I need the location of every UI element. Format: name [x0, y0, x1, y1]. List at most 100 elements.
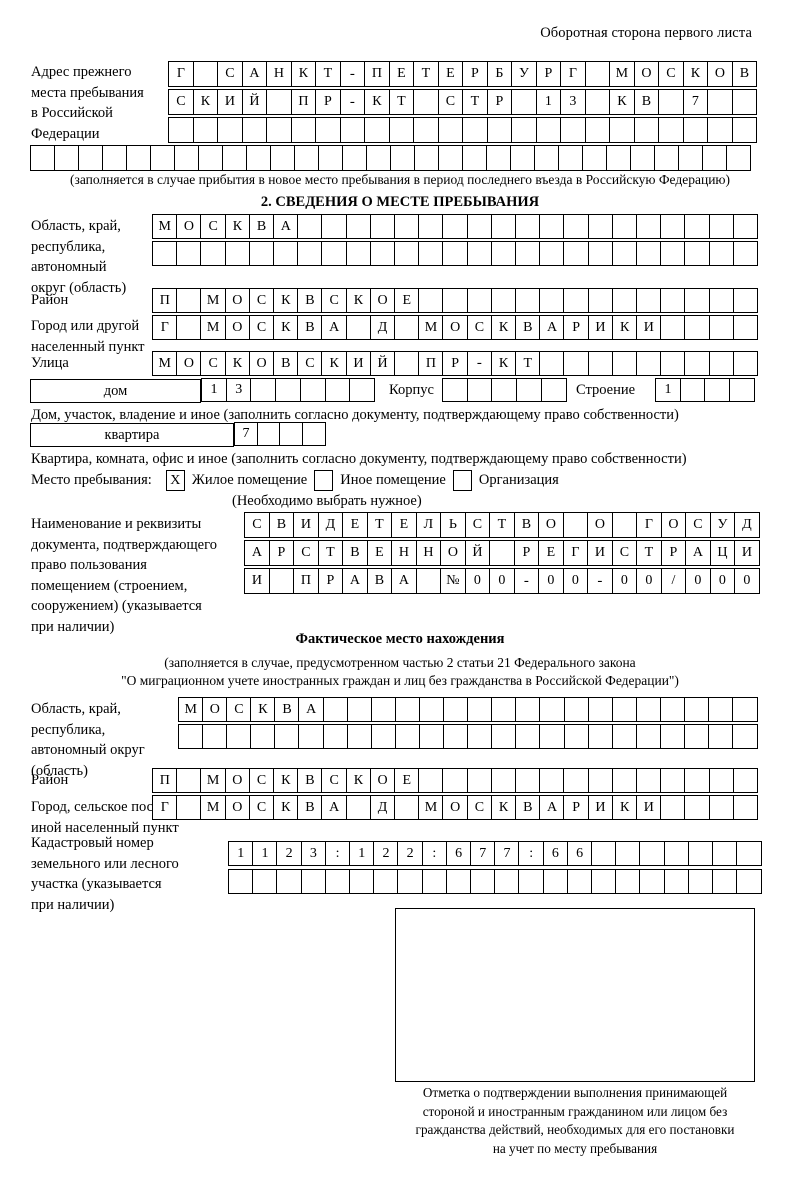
- section3-district-cell[interactable]: Е: [394, 768, 420, 793]
- section2-region-cell[interactable]: [321, 214, 347, 239]
- section3-district-cell[interactable]: [684, 768, 710, 793]
- section2-district-cell[interactable]: [636, 288, 662, 313]
- section3-region-cell[interactable]: С: [226, 697, 252, 722]
- document-cell[interactable]: 0: [636, 568, 662, 594]
- section2-region-cell[interactable]: [442, 241, 468, 266]
- cadastre-cell[interactable]: [591, 869, 617, 894]
- section2-region-cell[interactable]: М: [152, 214, 178, 239]
- section3-city-cell[interactable]: [660, 795, 686, 820]
- section3-region-cell[interactable]: [659, 724, 686, 749]
- document-cell[interactable]: О: [440, 540, 466, 566]
- section3-city-cell[interactable]: [345, 795, 372, 820]
- section3-city-cell[interactable]: Д: [369, 795, 396, 820]
- section2-city-cell[interactable]: [660, 315, 686, 340]
- cadastre-cell[interactable]: [324, 869, 351, 894]
- prev-address-cell[interactable]: П: [290, 89, 317, 115]
- document-cell[interactable]: Е: [391, 512, 417, 538]
- section3-region-cell[interactable]: В: [274, 697, 300, 722]
- section3-city-cell[interactable]: О: [442, 795, 468, 820]
- section2-district-cell[interactable]: Е: [394, 288, 420, 313]
- section3-region-cell[interactable]: [418, 697, 445, 722]
- prev-address-cell[interactable]: [318, 145, 344, 171]
- section3-city-cell[interactable]: М: [418, 795, 444, 820]
- section2-district-cell[interactable]: С: [248, 288, 275, 313]
- prev-address-cell[interactable]: [731, 89, 758, 115]
- prev-address-cell[interactable]: К: [609, 89, 635, 115]
- section3-city-cell[interactable]: К: [490, 795, 517, 820]
- prev-address-cell[interactable]: [294, 145, 320, 171]
- prev-address-cell[interactable]: Е: [388, 61, 415, 87]
- section2-region-cell[interactable]: О: [176, 214, 202, 239]
- prev-address-cell[interactable]: [150, 145, 176, 171]
- prev-address-cell[interactable]: Р: [486, 89, 513, 115]
- cadastre-cell[interactable]: [252, 869, 278, 894]
- section3-region-cell[interactable]: [659, 697, 686, 722]
- section3-district-cell[interactable]: К: [345, 768, 372, 793]
- section3-city-cell[interactable]: К: [273, 795, 299, 820]
- document-cell[interactable]: С: [464, 512, 491, 538]
- prev-address-cell[interactable]: [366, 145, 392, 171]
- section2-district-cell[interactable]: [611, 288, 638, 313]
- prev-address-cell[interactable]: Р: [462, 61, 488, 87]
- cadastre-cell[interactable]: [591, 841, 617, 866]
- section2-street-cell[interactable]: В: [273, 351, 299, 376]
- cadastre-cell[interactable]: [494, 869, 520, 894]
- cadastre-cell[interactable]: 7: [470, 841, 496, 866]
- flat-cell[interactable]: [302, 422, 327, 446]
- section3-region-cell[interactable]: [467, 697, 493, 722]
- prev-address-cell[interactable]: [707, 89, 733, 115]
- prev-address-cell[interactable]: [560, 117, 586, 143]
- section3-region-cell[interactable]: [298, 724, 324, 749]
- document-cell[interactable]: Ц: [709, 540, 736, 566]
- section2-district-cell[interactable]: К: [345, 288, 372, 313]
- prev-address-cell[interactable]: [606, 145, 632, 171]
- section2-district-cell[interactable]: О: [369, 288, 396, 313]
- document-cell[interactable]: Г: [562, 540, 589, 566]
- section2-region-cell[interactable]: [394, 241, 420, 266]
- section3-district-cell[interactable]: [732, 768, 759, 793]
- prev-address-cell[interactable]: [511, 117, 537, 143]
- document-cell[interactable]: [611, 512, 638, 538]
- section2-street-cell[interactable]: К: [490, 351, 517, 376]
- section3-region-cell[interactable]: [635, 697, 662, 722]
- document-cell[interactable]: У: [709, 512, 736, 538]
- section2-district-cell[interactable]: [176, 288, 202, 313]
- cadastre-cell[interactable]: 6: [542, 841, 569, 866]
- section2-city-cell[interactable]: М: [200, 315, 226, 340]
- document-cell[interactable]: Г: [636, 512, 662, 538]
- section3-district-cell[interactable]: [587, 768, 614, 793]
- previous-address-row-4[interactable]: [30, 145, 752, 171]
- section3-region-cell[interactable]: [515, 697, 541, 722]
- korpus-cell[interactable]: [491, 378, 518, 402]
- cadastre-cell[interactable]: [712, 869, 738, 894]
- section2-city-cell[interactable]: Д: [369, 315, 396, 340]
- section2-street-cell[interactable]: [563, 351, 589, 376]
- section3-region-cell[interactable]: [370, 697, 397, 722]
- document-cell[interactable]: 0: [734, 568, 760, 594]
- section3-city-cell[interactable]: [708, 795, 735, 820]
- document-cell[interactable]: /: [660, 568, 687, 594]
- prev-address-cell[interactable]: С: [168, 89, 194, 115]
- section2-region-cell[interactable]: [660, 241, 686, 266]
- document-cell[interactable]: Т: [636, 540, 662, 566]
- prev-address-cell[interactable]: [633, 117, 660, 143]
- section3-city-cell[interactable]: М: [200, 795, 226, 820]
- section2-district-cell[interactable]: М: [200, 288, 226, 313]
- section2-region-cell[interactable]: [224, 241, 251, 266]
- section3-region-cell[interactable]: [539, 697, 565, 722]
- section2-region-cell[interactable]: [611, 241, 638, 266]
- section2-region-cell[interactable]: [297, 214, 323, 239]
- section2-city-cell[interactable]: В: [515, 315, 541, 340]
- section3-district-cell[interactable]: С: [321, 768, 347, 793]
- prev-address-cell[interactable]: [198, 145, 224, 171]
- prev-address-cell[interactable]: [290, 117, 317, 143]
- document-cell[interactable]: А: [342, 568, 368, 594]
- section2-street-cell[interactable]: [684, 351, 710, 376]
- prev-address-cell[interactable]: [707, 117, 733, 143]
- document-cell[interactable]: С: [244, 512, 270, 538]
- section3-region-cell[interactable]: [587, 724, 613, 749]
- section2-district-cell[interactable]: [684, 288, 710, 313]
